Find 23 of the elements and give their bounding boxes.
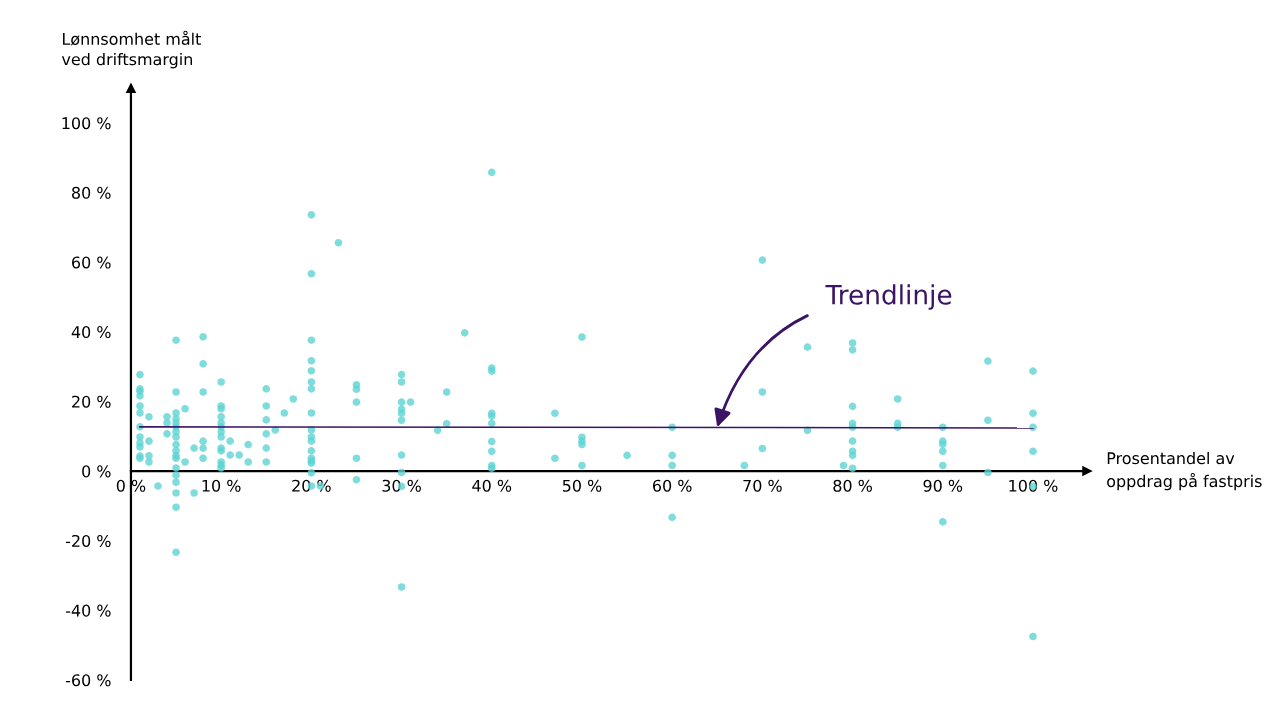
y-tick-label: 0 % <box>82 465 111 478</box>
y-axis-title: Lønnsomhet målt ved driftsmargin <box>61 30 201 69</box>
y-tick-label: -60 % <box>65 674 111 687</box>
y-tick-label: 60 % <box>72 256 111 269</box>
y-tick-label: -20 % <box>65 534 111 548</box>
y-tick-label: 100 % <box>62 117 111 130</box>
y-tick-label: 40 % <box>71 326 111 339</box>
y-tick-label: -40 % <box>65 604 111 617</box>
annotation: Trendlinje <box>825 284 952 310</box>
y-tick-label: 80 % <box>72 186 111 199</box>
x-tick-label: 20 % <box>292 479 331 492</box>
x-tick-label: 10 % <box>202 479 241 492</box>
x-tick-label: 80 % <box>833 479 872 492</box>
x-axis-title: Prosentandel av oppdrag på fastpris <box>1107 451 1262 491</box>
x-tick-label: 40 % <box>472 479 512 492</box>
x-tick-label: 50 % <box>562 479 602 492</box>
x-tick-label: 60 % <box>652 479 692 492</box>
y-tick-label: 20 % <box>72 395 111 408</box>
x-tick-label: 0 % <box>116 479 146 492</box>
x-tick-label: 30 % <box>382 479 421 492</box>
x-tick-label: 90 % <box>923 479 963 492</box>
x-tick-label: 70 % <box>743 479 782 492</box>
x-tick-label: 100 % <box>1009 479 1058 492</box>
